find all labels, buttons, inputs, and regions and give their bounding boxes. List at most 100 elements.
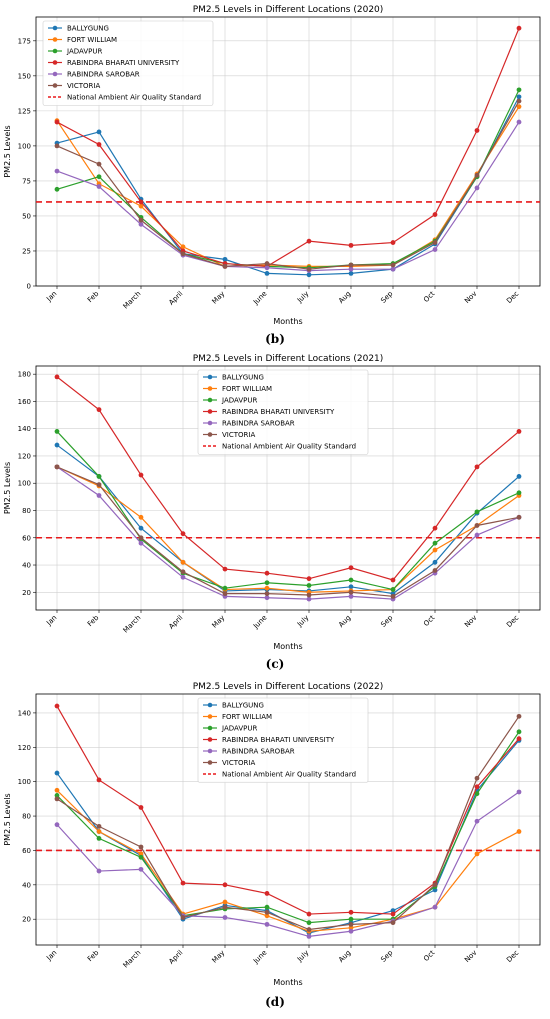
- data-point: [96, 407, 102, 413]
- x-tick-label: Nov: [463, 290, 478, 305]
- y-tick-label: 140: [18, 425, 31, 433]
- data-point: [306, 920, 312, 926]
- data-point: [180, 559, 186, 565]
- y-tick-label: 40: [22, 562, 31, 570]
- x-tick-label: June: [251, 949, 268, 966]
- plot-frame: [35, 693, 541, 946]
- series-rabindra-bharati-university: [54, 374, 522, 583]
- legend-box: [197, 369, 369, 455]
- y-tick-label: 175: [18, 37, 31, 45]
- data-point: [348, 242, 354, 248]
- data-point: [222, 256, 228, 262]
- legend-swatch-marker: [207, 714, 213, 719]
- data-point: [138, 514, 144, 520]
- x-tick-label: Feb: [86, 613, 101, 628]
- data-point: [54, 822, 60, 828]
- data-point: [348, 916, 354, 922]
- legend-swatch-marker: [52, 71, 58, 77]
- data-point: [96, 129, 102, 135]
- data-point: [138, 199, 144, 205]
- x-tick-label: July: [295, 614, 310, 629]
- legend-label: FORT WILLIAM: [67, 36, 117, 44]
- data-point: [474, 523, 480, 528]
- legend-box: [42, 20, 214, 106]
- y-tick-label: 150: [18, 72, 31, 80]
- y-tick-label: 160: [18, 398, 31, 406]
- x-tick-label: Feb: [86, 289, 101, 304]
- data-point: [390, 908, 396, 914]
- x-tick-label: June: [251, 290, 268, 307]
- x-tick-label: Jan: [44, 614, 58, 628]
- data-point: [264, 909, 270, 915]
- data-point: [54, 168, 60, 174]
- y-tick-label: 50: [22, 212, 31, 220]
- x-tick-label: May: [211, 614, 227, 630]
- data-point: [222, 585, 228, 591]
- data-point: [138, 203, 144, 209]
- series-line: [56, 121, 520, 272]
- data-point: [432, 540, 438, 546]
- legend: BALLYGUNG FORT WILLIAM JADAVPUR RABINDRA BH…: [197, 369, 369, 455]
- plot-frame: [35, 365, 541, 611]
- data-point: [138, 535, 144, 541]
- x-tick-label: March: [122, 614, 143, 635]
- y-tick-label: 80: [22, 507, 31, 515]
- legend-label: RABINDRA SAROBAR: [67, 71, 140, 79]
- data-point: [306, 911, 312, 917]
- data-point: [138, 854, 144, 860]
- data-point: [96, 836, 102, 841]
- series-line: [56, 466, 520, 597]
- data-point: [54, 429, 60, 434]
- legend: BALLYGUNG FORT WILLIAM JADAVPUR RABINDRA BH…: [42, 20, 214, 106]
- y-tick-label: 0: [27, 283, 31, 291]
- legend-label: FORT WILLIAM: [222, 385, 272, 393]
- legend-label: BALLYGUNG: [222, 374, 264, 382]
- data-point: [516, 87, 522, 93]
- data-point: [54, 787, 60, 793]
- data-point: [138, 221, 144, 227]
- x-tick-label: July: [295, 290, 310, 305]
- data-point: [432, 240, 438, 245]
- data-point: [516, 104, 522, 110]
- x-tick-label: April: [167, 949, 184, 966]
- data-point: [180, 574, 186, 580]
- data-point: [264, 580, 270, 586]
- data-point: [516, 729, 522, 735]
- legend-box: [197, 697, 369, 783]
- y-tick-label: 120: [18, 452, 31, 460]
- data-point: [222, 263, 228, 269]
- series-rabindra-sarobar: [54, 464, 522, 602]
- y-tick-label: 100: [18, 778, 31, 786]
- data-point: [348, 584, 354, 590]
- data-point: [264, 904, 270, 910]
- legend-label-standard: National Ambient Air Quality Standard: [222, 443, 356, 451]
- data-point: [222, 899, 228, 905]
- legend-swatch-marker: [207, 725, 213, 731]
- data-point: [222, 591, 228, 597]
- x-tick-label: Dec: [505, 290, 520, 305]
- data-point: [96, 823, 102, 829]
- data-point: [348, 589, 354, 595]
- y-tick-label: 125: [18, 107, 31, 115]
- x-tick-label: Dec: [505, 614, 520, 629]
- x-tick-label: Feb: [86, 948, 101, 963]
- data-point: [516, 789, 522, 795]
- x-tick-label: Nov: [463, 949, 478, 964]
- y-axis-label: PM2.5 Levels: [3, 793, 12, 845]
- data-point: [180, 244, 186, 250]
- x-tick-label: Jan: [44, 949, 58, 963]
- data-point: [474, 509, 480, 515]
- data-point: [138, 472, 144, 478]
- data-point: [96, 161, 102, 167]
- y-tick-label: 120: [18, 744, 31, 752]
- data-point: [180, 569, 186, 575]
- y-tick-label: 75: [22, 177, 31, 185]
- y-tick-label: 60: [22, 847, 31, 855]
- series-line: [56, 27, 520, 267]
- data-point: [306, 266, 312, 272]
- data-point: [390, 587, 396, 592]
- y-tick-label: 180: [18, 371, 31, 379]
- panel-caption: (c): [266, 657, 285, 671]
- data-point: [54, 703, 60, 709]
- x-tick-label: Oct: [422, 949, 436, 963]
